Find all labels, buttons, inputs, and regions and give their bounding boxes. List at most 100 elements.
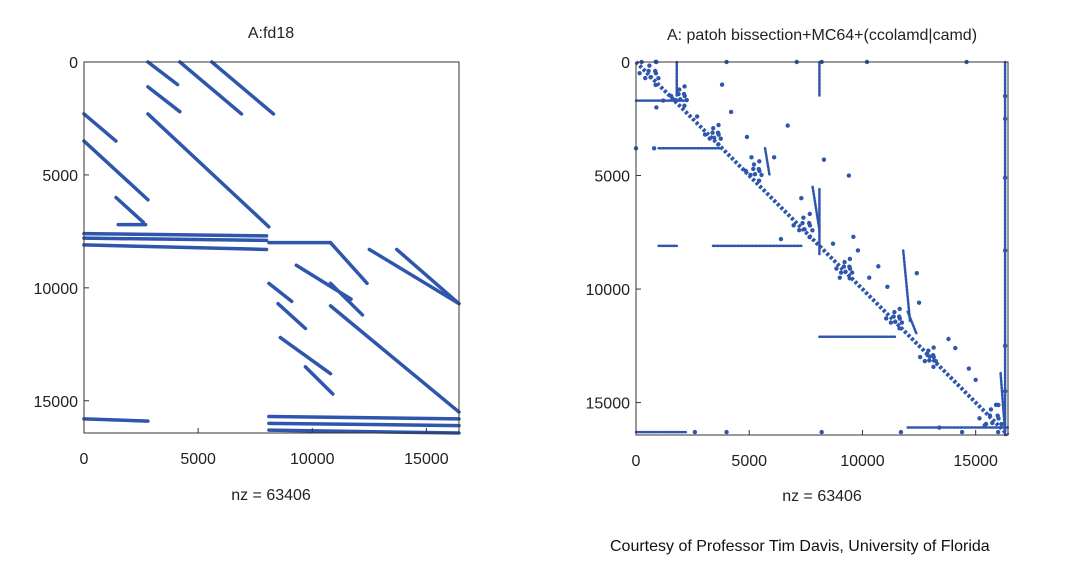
nonzero-segment [811,185,821,232]
nonzero-point [651,146,657,151]
axes-frame [83,61,460,434]
nonzero-point [953,345,958,351]
nonzero-point [1002,93,1008,99]
nonzero-segment [267,421,461,428]
nonzero-point [837,275,842,280]
y-axis: 0 5000 10000 15000 [586,55,641,413]
nonzero-point [946,336,951,342]
nonzero-point [959,429,965,435]
x-tick-label: 15000 [404,451,449,468]
nonzero-segment [82,417,150,423]
x-tick-label: 5000 [180,451,216,468]
plot-title: A: patoh bissection+MC64+(ccolamd|camd) [667,27,977,44]
y-tick-label: 10000 [34,281,79,298]
nonzero-point [993,402,999,408]
nonzero-point [771,155,777,160]
nonzero-point [916,300,922,305]
nonzero-segment [328,304,461,414]
nonzero-point [819,429,824,435]
nonzero-point [966,366,972,371]
plot-marks [633,59,1010,437]
x-tick-label: 10000 [840,453,885,470]
x-tick-label: 15000 [953,453,998,470]
nonzero-point [778,236,784,242]
nonzero-segment [394,247,461,306]
nonzero-point [982,423,987,428]
nonzero-segment [367,247,461,306]
plot-patoh: A: patoh bissection+MC64+(ccolamd|camd) … [586,27,1010,505]
y-tick-label: 15000 [34,394,79,411]
nonzero-segment [82,231,269,238]
nonzero-cluster [668,84,689,108]
y-tick-label: 0 [69,55,78,72]
nonzero-point [851,234,856,240]
nonzero-segment [82,243,269,252]
nonzero-point [654,105,659,110]
nonzero-segment [303,365,335,396]
nonzero-segment [999,371,1007,434]
plot-fd18: A:fd18 0 5000 10000 15000 0 5000 10000 15000 n… [34,25,461,504]
nonzero-segment [328,281,365,317]
nonzero-segment [210,60,276,116]
nonzero-point [885,284,890,289]
nonzero-segment [267,281,294,304]
nonzero-segment [763,147,771,177]
axes-frame [635,61,1009,436]
y-tick-label: 15000 [586,396,631,413]
nonzero-point [914,270,919,276]
nonzero-point [846,173,852,178]
x-axis: 0 5000 10000 15000 [80,428,449,468]
nonzero-segment [114,195,146,225]
nonzero-point [830,241,836,246]
nonzero-point [744,134,750,140]
y-axis: 0 5000 10000 15000 [34,55,89,411]
nonzero-segment [146,112,271,229]
nonzero-point [898,429,904,435]
nonzero-segment [278,335,333,376]
nonzero-segment [146,60,180,87]
credit-text: Courtesy of Professor Tim Davis, Univers… [610,538,990,555]
nonzero-point [1002,175,1008,180]
nonzero-point [855,248,861,253]
nonzero-point [785,123,790,128]
nonzero-cluster [917,345,939,370]
nonzero-point [867,275,872,280]
nonzero-point [1002,116,1008,121]
nonzero-point [694,114,700,119]
x-tick-label: 0 [632,453,641,470]
nonzero-point [973,377,978,383]
nonzero-cluster [834,256,855,281]
x-axis-label: nz = 63406 [782,488,862,505]
y-tick-label: 5000 [42,168,78,185]
nonzero-point [1002,248,1008,253]
nonzero-point [1002,343,1008,349]
nonzero-segment [82,112,118,143]
x-tick-label: 0 [80,451,89,468]
plot-title: A:fd18 [248,25,294,42]
diagonal-band [634,60,1010,437]
nonzero-segment [178,60,244,116]
x-tick-label: 10000 [290,451,335,468]
nonzero-point [719,82,725,87]
nonzero-point [876,264,881,269]
plot-marks [82,60,461,435]
nonzero-segment [82,236,269,243]
nonzero-point [749,155,754,160]
nonzero-point [728,109,734,115]
nonzero-segment [328,240,369,286]
nonzero-segment [276,301,308,331]
x-tick-label: 5000 [731,453,767,470]
nonzero-segment [267,414,461,421]
x-axis-label: nz = 63406 [231,487,311,504]
y-tick-label: 5000 [594,169,630,186]
y-tick-label: 10000 [586,282,631,299]
nonzero-point [660,98,666,103]
nonzero-cluster [743,159,764,183]
x-axis: 0 5000 10000 15000 [632,430,998,470]
nonzero-point [1002,389,1008,394]
nonzero-point [724,429,729,435]
nonzero-cluster [702,122,723,147]
nonzero-cluster [977,402,1004,435]
nonzero-point [799,196,804,201]
